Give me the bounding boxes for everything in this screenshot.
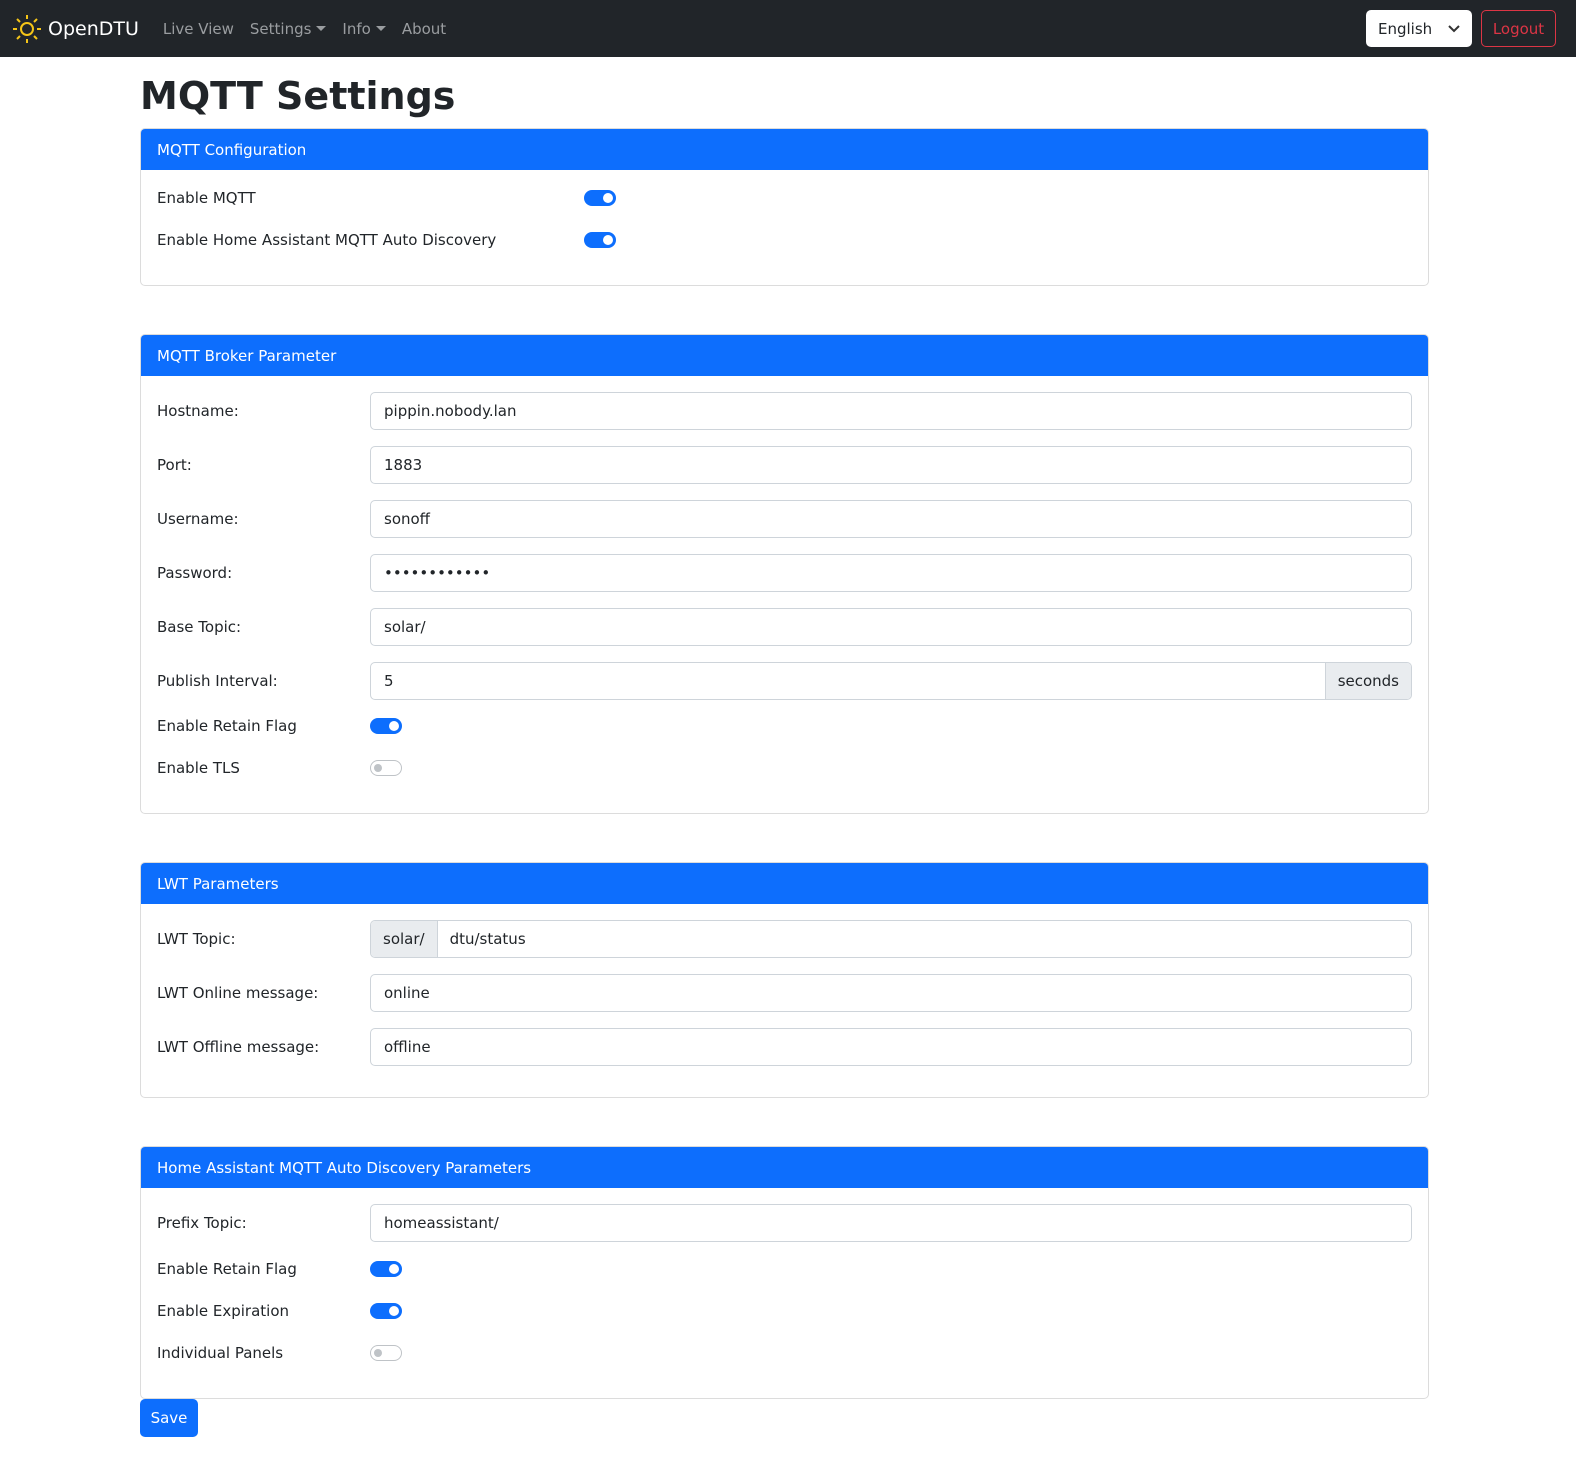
card-header: MQTT Broker Parameter [141, 335, 1428, 376]
expiration-label: Enable Expiration [157, 1302, 289, 1320]
lwt-topic-input[interactable]: dtu/status [449, 930, 526, 948]
language-value: English [1378, 19, 1433, 38]
publish-interval-group: 5 seconds [370, 662, 1412, 700]
enable-mqtt-toggle[interactable] [584, 190, 616, 206]
expiration-toggle[interactable] [370, 1303, 402, 1319]
retain-flag-toggle[interactable] [370, 718, 402, 734]
password-input[interactable]: •••••••••••• [370, 554, 1412, 592]
nav-info-dropdown[interactable]: Info [342, 19, 386, 38]
tls-toggle[interactable] [370, 760, 402, 776]
lwt-parameters-card: LWT Parameters LWT Topic: solar/dtu/statu… [140, 862, 1429, 1098]
lwt-online-label: LWT Online message: [157, 984, 319, 1002]
brand-link[interactable]: OpenDTU [12, 14, 139, 44]
logout-button[interactable]: Logout [1481, 10, 1556, 47]
card-header: LWT Parameters [141, 863, 1428, 904]
nav-settings-dropdown[interactable]: Settings [250, 20, 327, 38]
nav-info-label: Info [342, 19, 371, 38]
base-topic-input[interactable]: solar/ [370, 608, 1412, 646]
publish-interval-label: Publish Interval: [157, 672, 278, 690]
individual-panels-toggle[interactable] [370, 1345, 402, 1361]
publish-interval-input[interactable]: 5 [384, 672, 394, 690]
nav-about[interactable]: About [401, 19, 447, 38]
tls-label: Enable TLS [157, 759, 240, 777]
nav-live-view[interactable]: Live View [162, 19, 234, 38]
chevron-down-icon [1448, 24, 1460, 32]
hostname-label: Hostname: [157, 402, 239, 420]
navbar: OpenDTU Live View Settings Info About En… [0, 0, 1576, 57]
enable-ha-label: Enable Home Assistant MQTT Auto Discover… [157, 231, 497, 249]
lwt-topic-label: LWT Topic: [157, 930, 236, 948]
port-label: Port: [157, 456, 192, 474]
username-input[interactable]: sonoff [370, 500, 1412, 538]
enable-ha-toggle[interactable] [584, 232, 616, 248]
caret-down-icon [316, 26, 327, 31]
nav-settings-label: Settings [249, 19, 312, 38]
prefix-topic-input[interactable]: homeassistant/ [370, 1204, 1412, 1242]
seconds-addon: seconds [1324, 663, 1411, 699]
base-topic-label: Base Topic: [157, 618, 242, 636]
enable-mqtt-label: Enable MQTT [157, 189, 256, 207]
sun-logo-icon [13, 14, 41, 43]
card-header: MQTT Configuration [141, 129, 1428, 170]
retain-flag-label: Enable Retain Flag [157, 717, 297, 735]
port-input[interactable]: 1883 [370, 446, 1412, 484]
lwt-topic-prefix: solar/ [371, 921, 438, 957]
save-button[interactable]: Save [140, 1399, 198, 1437]
brand-name: OpenDTU [48, 17, 139, 40]
lwt-offline-input[interactable]: offline [370, 1028, 1412, 1066]
mqtt-broker-card: MQTT Broker Parameter Hostname: pippin.no… [140, 334, 1429, 814]
lwt-online-input[interactable]: online [370, 974, 1412, 1012]
individual-panels-label: Individual Panels [157, 1344, 284, 1362]
ha-retain-toggle[interactable] [370, 1261, 402, 1277]
username-label: Username: [157, 510, 239, 528]
ha-discovery-card: Home Assistant MQTT Auto Discovery Param… [140, 1146, 1429, 1399]
language-select[interactable]: English [1366, 10, 1472, 47]
hostname-input[interactable]: pippin.nobody.lan [370, 392, 1412, 430]
page-title: MQTT Settings [140, 74, 456, 118]
lwt-offline-label: LWT Offline message: [157, 1038, 320, 1056]
card-header: Home Assistant MQTT Auto Discovery Param… [141, 1147, 1428, 1188]
caret-down-icon [375, 26, 386, 31]
ha-retain-label: Enable Retain Flag [157, 1260, 297, 1278]
mqtt-configuration-card: MQTT Configuration Enable MQTT Enable Ho… [140, 128, 1429, 286]
lwt-topic-group: solar/dtu/status [370, 920, 1412, 958]
prefix-topic-label: Prefix Topic: [157, 1214, 247, 1232]
password-label: Password: [157, 564, 233, 582]
